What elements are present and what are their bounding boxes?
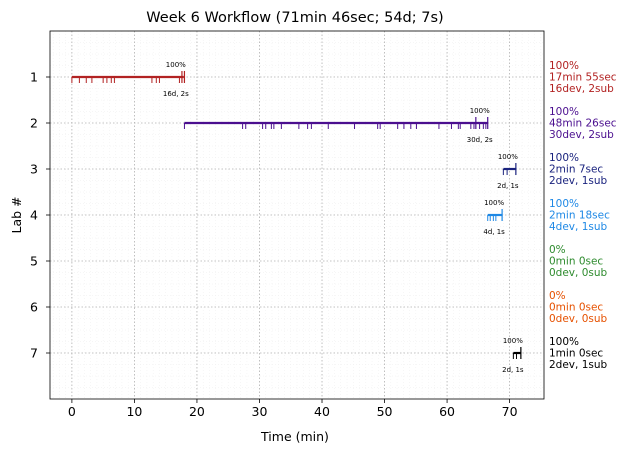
y-tick-label: 1 bbox=[30, 70, 38, 85]
lab-2-summary-line: 30dev, 2sub bbox=[549, 129, 614, 141]
x-tick-label: 0 bbox=[68, 404, 76, 419]
lab-7-count-label: 2d, 1s bbox=[502, 366, 524, 374]
y-axis-label: Lab # bbox=[9, 196, 24, 233]
plot-marks: 100% 16d, 2s 100% 30d, 2s 100% 2d, 1s 100% 4d, … bbox=[71, 61, 524, 374]
lab-6-summary-line: 0min 0sec bbox=[549, 302, 603, 314]
lab-3-summary-line: 2dev, 1sub bbox=[549, 175, 608, 187]
lab-6-summary-line: 0% bbox=[549, 290, 566, 302]
x-tick-label: 10 bbox=[126, 404, 142, 419]
lab-3-summary-line: 100% bbox=[549, 152, 579, 164]
lab-5-summary-line: 0% bbox=[549, 244, 566, 256]
lab-2-count-label: 30d, 2s bbox=[467, 136, 493, 144]
lab-3-summary-line: 2min 7sec bbox=[549, 164, 603, 176]
lab-4-summary-line: 4dev, 1sub bbox=[549, 221, 608, 233]
lab-4-summary-line: 2min 18sec bbox=[549, 210, 610, 222]
x-tick-label: 60 bbox=[439, 404, 455, 419]
y-axis-ticks: 1 2 3 4 5 6 7 bbox=[30, 70, 50, 361]
x-axis-label: Time (min) bbox=[260, 429, 329, 444]
lab-2-percent-label: 100% bbox=[470, 107, 490, 115]
lab-1-count-label: 16d, 2s bbox=[163, 90, 189, 98]
lab-1-percent-label: 100% bbox=[166, 61, 186, 69]
lab-2-summary-line: 100% bbox=[549, 106, 579, 118]
lab-7-summary-line: 1min 0sec bbox=[549, 348, 603, 360]
chart-title: Week 6 Workflow (71min 46sec; 54d; 7s) bbox=[146, 10, 443, 26]
lab-4-count-label: 4d, 1s bbox=[483, 228, 505, 236]
x-tick-label: 20 bbox=[189, 404, 205, 419]
lab-4-summary-line: 100% bbox=[549, 198, 579, 210]
lab-7-summary-line: 2dev, 1sub bbox=[549, 359, 608, 371]
y-tick-label: 5 bbox=[30, 254, 38, 269]
x-axis-ticks: 0 10 20 30 40 50 60 70 bbox=[68, 399, 518, 419]
lab-4-percent-label: 100% bbox=[484, 199, 504, 207]
lab-2-summary-line: 48min 26sec bbox=[549, 118, 617, 130]
y-tick-label: 2 bbox=[30, 116, 38, 131]
lab-1-summary-line: 16dev, 2sub bbox=[549, 83, 614, 95]
lab-3-count-label: 2d, 1s bbox=[497, 182, 519, 190]
x-tick-label: 70 bbox=[502, 404, 518, 419]
y-tick-label: 3 bbox=[30, 162, 38, 177]
lab-5-summary-line: 0min 0sec bbox=[549, 256, 603, 268]
lab-7-percent-label: 100% bbox=[503, 337, 523, 345]
y-tick-label: 6 bbox=[30, 300, 38, 315]
lab-7-summary-line: 100% bbox=[549, 336, 579, 348]
lab-6-summary-line: 0dev, 0sub bbox=[549, 313, 608, 325]
lab-1-summary-line: 17min 55sec bbox=[549, 72, 617, 84]
lab-1-summary-line: 100% bbox=[549, 60, 579, 72]
x-tick-label: 30 bbox=[252, 404, 268, 419]
x-tick-label: 50 bbox=[377, 404, 393, 419]
y-tick-label: 4 bbox=[30, 208, 38, 223]
lab-5-summary-line: 0dev, 0sub bbox=[549, 267, 608, 279]
y-tick-label: 7 bbox=[30, 346, 38, 361]
x-tick-label: 40 bbox=[314, 404, 330, 419]
lab-3-percent-label: 100% bbox=[498, 153, 518, 161]
